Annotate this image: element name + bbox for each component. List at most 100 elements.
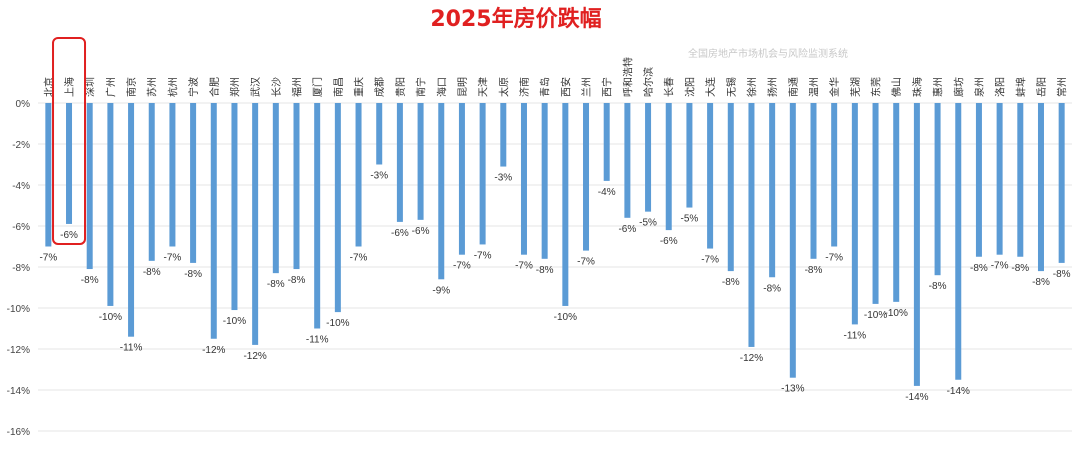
x-tick-label: 东莞	[870, 77, 883, 97]
x-tick-label: 南宁	[415, 77, 428, 97]
data-label: -8%	[81, 275, 99, 286]
data-label: -5%	[681, 214, 699, 225]
y-tick-label: -16%	[7, 427, 30, 438]
bar	[314, 103, 321, 329]
data-label: -8%	[536, 265, 554, 276]
x-tick-label: 金华	[828, 77, 841, 97]
y-tick-label: 0%	[16, 99, 31, 110]
bar	[1037, 103, 1044, 272]
bar	[169, 103, 176, 247]
data-label: -8%	[184, 269, 202, 280]
data-label: -4%	[598, 187, 616, 198]
data-label: -14%	[947, 386, 970, 397]
data-label: -6%	[660, 236, 678, 247]
y-tick-label: -12%	[7, 345, 30, 356]
bar	[913, 103, 920, 386]
x-tick-label: 武汉	[249, 77, 262, 97]
x-tick-label: 重庆	[353, 77, 366, 97]
bar	[107, 103, 114, 306]
bar	[831, 103, 838, 247]
x-axis-labels: 北京 上海 深圳 广州 南京 苏州 杭州 宁波 合肥 郑州 武汉 长沙 福州 厦门 南昌 重庆 成都 贵阳 南宁 海口…	[42, 57, 1068, 97]
bar	[707, 103, 714, 249]
bar	[190, 103, 197, 263]
x-tick-label: 兰州	[580, 77, 593, 97]
bar	[231, 103, 238, 311]
data-label: -12%	[202, 345, 225, 356]
data-label: -11%	[120, 343, 143, 354]
data-label: -7%	[164, 253, 182, 264]
bar	[520, 103, 527, 255]
x-tick-label: 徐州	[745, 77, 758, 97]
bar	[66, 103, 73, 224]
bar	[417, 103, 424, 220]
data-label: -14%	[905, 392, 928, 403]
highlight	[52, 37, 87, 245]
x-tick-label: 深圳	[85, 77, 97, 97]
x-tick-label: 惠州	[932, 77, 945, 97]
x-tick-label: 洛阳	[994, 77, 1007, 97]
bar	[1017, 103, 1024, 257]
y-tick-label: -8%	[12, 263, 30, 274]
data-label: -9%	[432, 285, 450, 296]
bar	[934, 103, 941, 276]
bar	[272, 103, 279, 274]
data-label: -8%	[722, 277, 740, 288]
y-tick-label: -4%	[12, 181, 30, 192]
x-tick-label: 南通	[787, 77, 800, 97]
x-tick-label: 济南	[518, 77, 531, 97]
x-tick-label: 广州	[105, 77, 117, 97]
data-label: -7%	[453, 261, 471, 272]
data-label: -3%	[494, 173, 512, 184]
x-tick-label: 扬州	[766, 77, 779, 97]
x-tick-label: 太原	[497, 77, 510, 97]
data-label: -10%	[554, 312, 577, 323]
x-tick-label: 海口	[435, 77, 448, 97]
bar	[893, 103, 900, 302]
bar	[810, 103, 817, 259]
bar	[128, 103, 135, 337]
bar	[996, 103, 1003, 255]
bar	[955, 103, 962, 380]
x-tick-label: 贵阳	[394, 77, 407, 97]
y-tick-label: -6%	[12, 222, 30, 233]
x-tick-label: 南京	[125, 77, 138, 97]
bar	[376, 103, 383, 165]
bars	[45, 103, 1065, 386]
x-tick-label: 厦门	[311, 77, 324, 97]
data-label: -8%	[929, 281, 947, 292]
bar	[769, 103, 776, 278]
data-label: -10%	[223, 316, 246, 327]
data-label: -12%	[243, 351, 266, 362]
x-tick-label: 常州	[1056, 77, 1069, 97]
data-label: -7%	[701, 255, 719, 266]
data-label: -7%	[825, 253, 843, 264]
x-tick-label: 温州	[809, 77, 821, 97]
y-axis: 0% -2% -4% -6% -8% -10% -12% -14% -16%	[7, 99, 30, 438]
x-tick-label: 廊坊	[952, 77, 965, 97]
chart-title: 2025年房价跌幅	[430, 6, 601, 32]
data-label: -6%	[391, 228, 409, 239]
bar	[645, 103, 652, 212]
x-tick-label: 无锡	[725, 77, 738, 97]
data-label: -10%	[326, 318, 349, 329]
data-label: -7%	[39, 253, 57, 264]
x-tick-label: 天津	[478, 77, 490, 97]
data-label: -7%	[350, 253, 368, 264]
x-tick-label: 哈尔滨	[642, 67, 655, 97]
x-tick-label: 岳阳	[1036, 77, 1048, 97]
data-label: -8%	[970, 263, 988, 274]
bar	[252, 103, 259, 345]
x-tick-label: 苏州	[146, 77, 159, 97]
bar	[748, 103, 755, 347]
x-tick-label: 昆明	[457, 77, 469, 97]
x-tick-label: 西安	[559, 77, 572, 97]
x-tick-label: 泉州	[973, 77, 986, 97]
x-tick-label: 佛山	[890, 77, 903, 97]
data-label: -5%	[639, 218, 657, 229]
bar	[624, 103, 631, 218]
data-label: -7%	[474, 250, 492, 261]
data-label: -8%	[288, 275, 306, 286]
x-tick-label: 西宁	[601, 77, 614, 97]
data-label: -8%	[1032, 277, 1050, 288]
data-label: -10%	[99, 312, 122, 323]
